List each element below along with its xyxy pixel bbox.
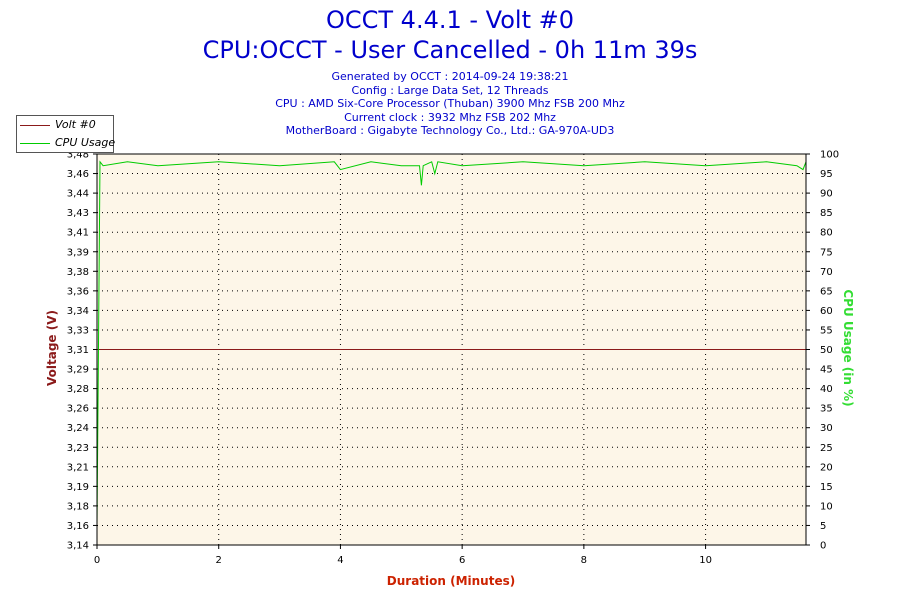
y-right-tick-label: 40 xyxy=(820,384,833,395)
y-left-tick-label: 3,26 xyxy=(67,404,89,415)
info-motherboard: MotherBoard : Gigabyte Technology Co., L… xyxy=(285,124,615,137)
y-left-tick-label: 3,31 xyxy=(67,345,89,356)
x-tick-label: 10 xyxy=(699,555,712,566)
y-left-tick-label: 3,21 xyxy=(67,462,89,473)
y-right-tick-label: 0 xyxy=(820,541,826,552)
legend: Volt #0 CPU Usage xyxy=(16,115,116,153)
y-right-tick-label: 10 xyxy=(820,501,833,512)
y-left-tick-label: 3,14 xyxy=(67,541,89,552)
info-clock: Current clock : 3932 Mhz FSB 202 Mhz xyxy=(344,110,556,124)
legend-item-volt: Volt #0 xyxy=(17,116,113,134)
y-right-tick-label: 20 xyxy=(820,462,833,473)
y-right-tick-label: 35 xyxy=(820,404,833,415)
y-right-tick-label: 30 xyxy=(820,423,833,434)
x-tick-label: 8 xyxy=(581,555,587,566)
legend-label-volt: Volt #0 xyxy=(55,118,96,131)
y-left-tick-label: 3,38 xyxy=(67,267,89,278)
y-left-tick-label: 3,36 xyxy=(67,286,89,297)
y-left-tick-label: 3,46 xyxy=(67,169,89,180)
y-right-tick-label: 80 xyxy=(820,228,833,239)
chart-title: OCCT 4.4.1 - Volt #0 xyxy=(325,6,574,34)
y-right-tick-label: 65 xyxy=(820,286,833,297)
y-right-tick-label: 5 xyxy=(820,521,826,532)
x-axis-label: Duration (Minutes) xyxy=(387,574,515,588)
y-right-tick-label: 70 xyxy=(820,267,833,278)
series-layer xyxy=(96,160,807,526)
x-tick-label: 4 xyxy=(337,555,343,566)
legend-swatch-volt xyxy=(20,125,50,126)
y-left-tick-label: 3,18 xyxy=(67,501,89,512)
y-right-tick-label: 100 xyxy=(820,150,839,161)
tick-layer: 3,14 03,16 53,18 103,19 153,21 203,23 253,24 30… xyxy=(67,150,839,567)
info-block: Generated by OCCT : 2014-09-24 19:38:21 … xyxy=(0,70,900,138)
legend-label-cpu: CPU Usage xyxy=(55,136,116,149)
y-left-tick-label: 3,19 xyxy=(67,482,89,493)
y-right-tick-label: 25 xyxy=(820,443,833,454)
info-generated: Generated by OCCT : 2014-09-24 19:38:21 xyxy=(331,70,569,83)
y-left-tick-label: 3,39 xyxy=(67,247,89,258)
chart-subtitle: CPU:OCCT - User Cancelled - 0h 11m 39s xyxy=(202,36,698,64)
grid-lines xyxy=(97,154,806,545)
y-right-tick-label: 15 xyxy=(820,482,833,493)
x-tick-label: 6 xyxy=(459,555,465,566)
y-right-tick-label: 55 xyxy=(820,325,833,336)
y-left-tick-label: 3,29 xyxy=(67,365,89,376)
y-right-tick-label: 50 xyxy=(820,345,833,356)
legend-item-cpu: CPU Usage xyxy=(17,134,116,152)
y-left-tick-label: 3,34 xyxy=(67,306,89,317)
x-tick-label: 2 xyxy=(216,555,222,566)
y-right-tick-label: 95 xyxy=(820,169,833,180)
y-left-tick-label: 3,41 xyxy=(67,228,89,239)
y-left-tick-label: 3,33 xyxy=(67,325,89,336)
y-right-tick-label: 60 xyxy=(820,306,833,317)
y-left-tick-label: 3,43 xyxy=(67,208,89,219)
y-left-tick-label: 3,48 xyxy=(67,150,89,161)
y-right-tick-label: 90 xyxy=(820,189,833,200)
x-tick-label: 0 xyxy=(94,555,100,566)
y-right-tick-label: 75 xyxy=(820,247,833,258)
y-left-tick-label: 3,44 xyxy=(67,189,89,200)
y-axis-left-label: Voltage (V) xyxy=(45,310,59,386)
y-left-tick-label: 3,23 xyxy=(67,443,89,454)
info-cpu: CPU : AMD Six-Core Processor (Thuban) 39… xyxy=(275,97,625,110)
y-right-tick-label: 85 xyxy=(820,208,833,219)
series-line-cpu-usage xyxy=(96,160,807,526)
y-right-tick-label: 45 xyxy=(820,365,833,376)
y-left-tick-label: 3,24 xyxy=(67,423,89,434)
y-left-tick-label: 3,16 xyxy=(67,521,89,532)
y-axis-right-label: CPU Usage (in %) xyxy=(841,289,855,406)
info-config: Config : Large Data Set, 12 Threads xyxy=(351,83,549,97)
legend-swatch-cpu xyxy=(20,143,50,144)
y-left-tick-label: 3,28 xyxy=(67,384,89,395)
